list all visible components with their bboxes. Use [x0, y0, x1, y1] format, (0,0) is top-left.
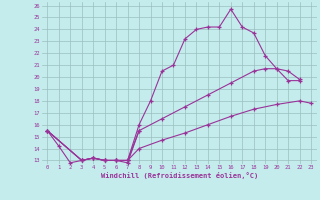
X-axis label: Windchill (Refroidissement éolien,°C): Windchill (Refroidissement éolien,°C): [100, 172, 258, 179]
